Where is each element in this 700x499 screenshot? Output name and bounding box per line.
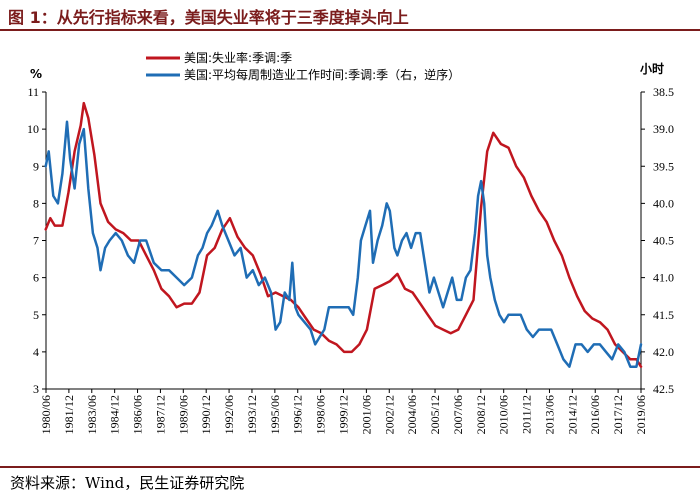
series-lines xyxy=(44,101,643,368)
x-tick-label-22: 2013/06 xyxy=(542,395,556,434)
left-tick-label-0: 3 xyxy=(33,382,39,396)
left-tick-label-8: 11 xyxy=(27,85,39,99)
x-tick-label-14: 2001/06 xyxy=(359,395,373,434)
x-tick-label-25: 2017/12 xyxy=(611,395,625,434)
x-tick-label-21: 2011/12 xyxy=(520,395,534,434)
x-tick-label-13: 1999/12 xyxy=(337,395,351,434)
right-tick-label-5: 41.0 xyxy=(653,271,674,285)
right-tick-label-3: 40.0 xyxy=(653,196,674,210)
x-tick-label-7: 1990/12 xyxy=(199,395,213,434)
left-tick-label-3: 6 xyxy=(33,271,39,285)
right-axis-unit: 小时 xyxy=(640,61,664,76)
x-tick-label-18: 2007/06 xyxy=(451,395,465,434)
x-tick-label-5: 1987/12 xyxy=(153,395,167,434)
x-tick-label-3: 1984/12 xyxy=(108,395,122,434)
left-tick-label-2: 5 xyxy=(33,308,39,322)
x-tick-label-2: 1983/06 xyxy=(85,395,99,434)
x-tick-label-10: 1995/06 xyxy=(268,395,282,434)
x-tick-label-12: 1998/06 xyxy=(314,395,328,434)
right-tick-label-1: 39.0 xyxy=(653,122,674,136)
left-tick-label-5: 8 xyxy=(33,196,39,210)
x-tick-label-4: 1986/06 xyxy=(131,395,145,434)
x-tick-label-26: 2019/06 xyxy=(634,395,648,434)
left-axis-unit: % xyxy=(30,67,42,81)
x-tick-label-17: 2005/12 xyxy=(428,395,442,434)
x-tick-label-6: 1989/06 xyxy=(176,395,190,434)
legend: 美国:失业率:季调:季美国:平均每周制造业工作时间:季调:季（右，逆序） xyxy=(146,50,460,82)
right-tick-label-2: 39.5 xyxy=(653,159,674,173)
series-line-hours xyxy=(44,120,643,368)
x-tick-label-16: 2004/06 xyxy=(405,395,419,434)
x-tick-label-1: 1981/12 xyxy=(62,395,76,434)
left-tick-label-7: 10 xyxy=(27,122,39,136)
x-tick-label-19: 2008/12 xyxy=(474,395,488,434)
source-rule xyxy=(0,466,700,468)
x-tick-label-11: 1996/12 xyxy=(291,395,305,434)
title-bar: 图 1：从先行指标来看，美国失业率将于三季度掉头向上 xyxy=(0,0,700,31)
x-tick-label-24: 2016/06 xyxy=(588,395,602,434)
x-tick-label-0: 1980/06 xyxy=(39,395,53,434)
right-tick-label-8: 42.5 xyxy=(653,382,674,396)
left-tick-label-1: 4 xyxy=(33,345,39,359)
series-line-unemployment xyxy=(44,101,643,368)
x-tick-label-15: 2002/12 xyxy=(382,395,396,434)
figure-title: 图 1：从先行指标来看，美国失业率将于三季度掉头向上 xyxy=(8,8,409,27)
left-tick-label-4: 7 xyxy=(33,234,39,248)
right-tick-label-4: 40.5 xyxy=(653,234,674,248)
legend-label-hours: 美国:平均每周制造业工作时间:季调:季（右，逆序） xyxy=(184,67,460,82)
right-tick-label-7: 42.0 xyxy=(653,345,674,359)
source-note: 资料来源：Wind，民生证券研究院 xyxy=(10,474,245,492)
x-tick-label-9: 1993/12 xyxy=(245,395,259,434)
right-tick-label-6: 41.5 xyxy=(653,308,674,322)
x-tick-label-23: 2014/12 xyxy=(565,395,579,434)
x-tick-label-20: 2010/06 xyxy=(497,395,511,434)
axes: 3 4 5 6 7 8 9 10 11% 38.5 39.0 39.5 40.0 40.5 41.0 41.5… xyxy=(27,61,674,434)
right-tick-label-0: 38.5 xyxy=(653,85,674,99)
x-tick-label-8: 1992/06 xyxy=(222,395,236,434)
legend-label-unemployment: 美国:失业率:季调:季 xyxy=(184,50,292,65)
title-rule xyxy=(0,29,700,31)
left-tick-label-6: 9 xyxy=(33,159,39,173)
